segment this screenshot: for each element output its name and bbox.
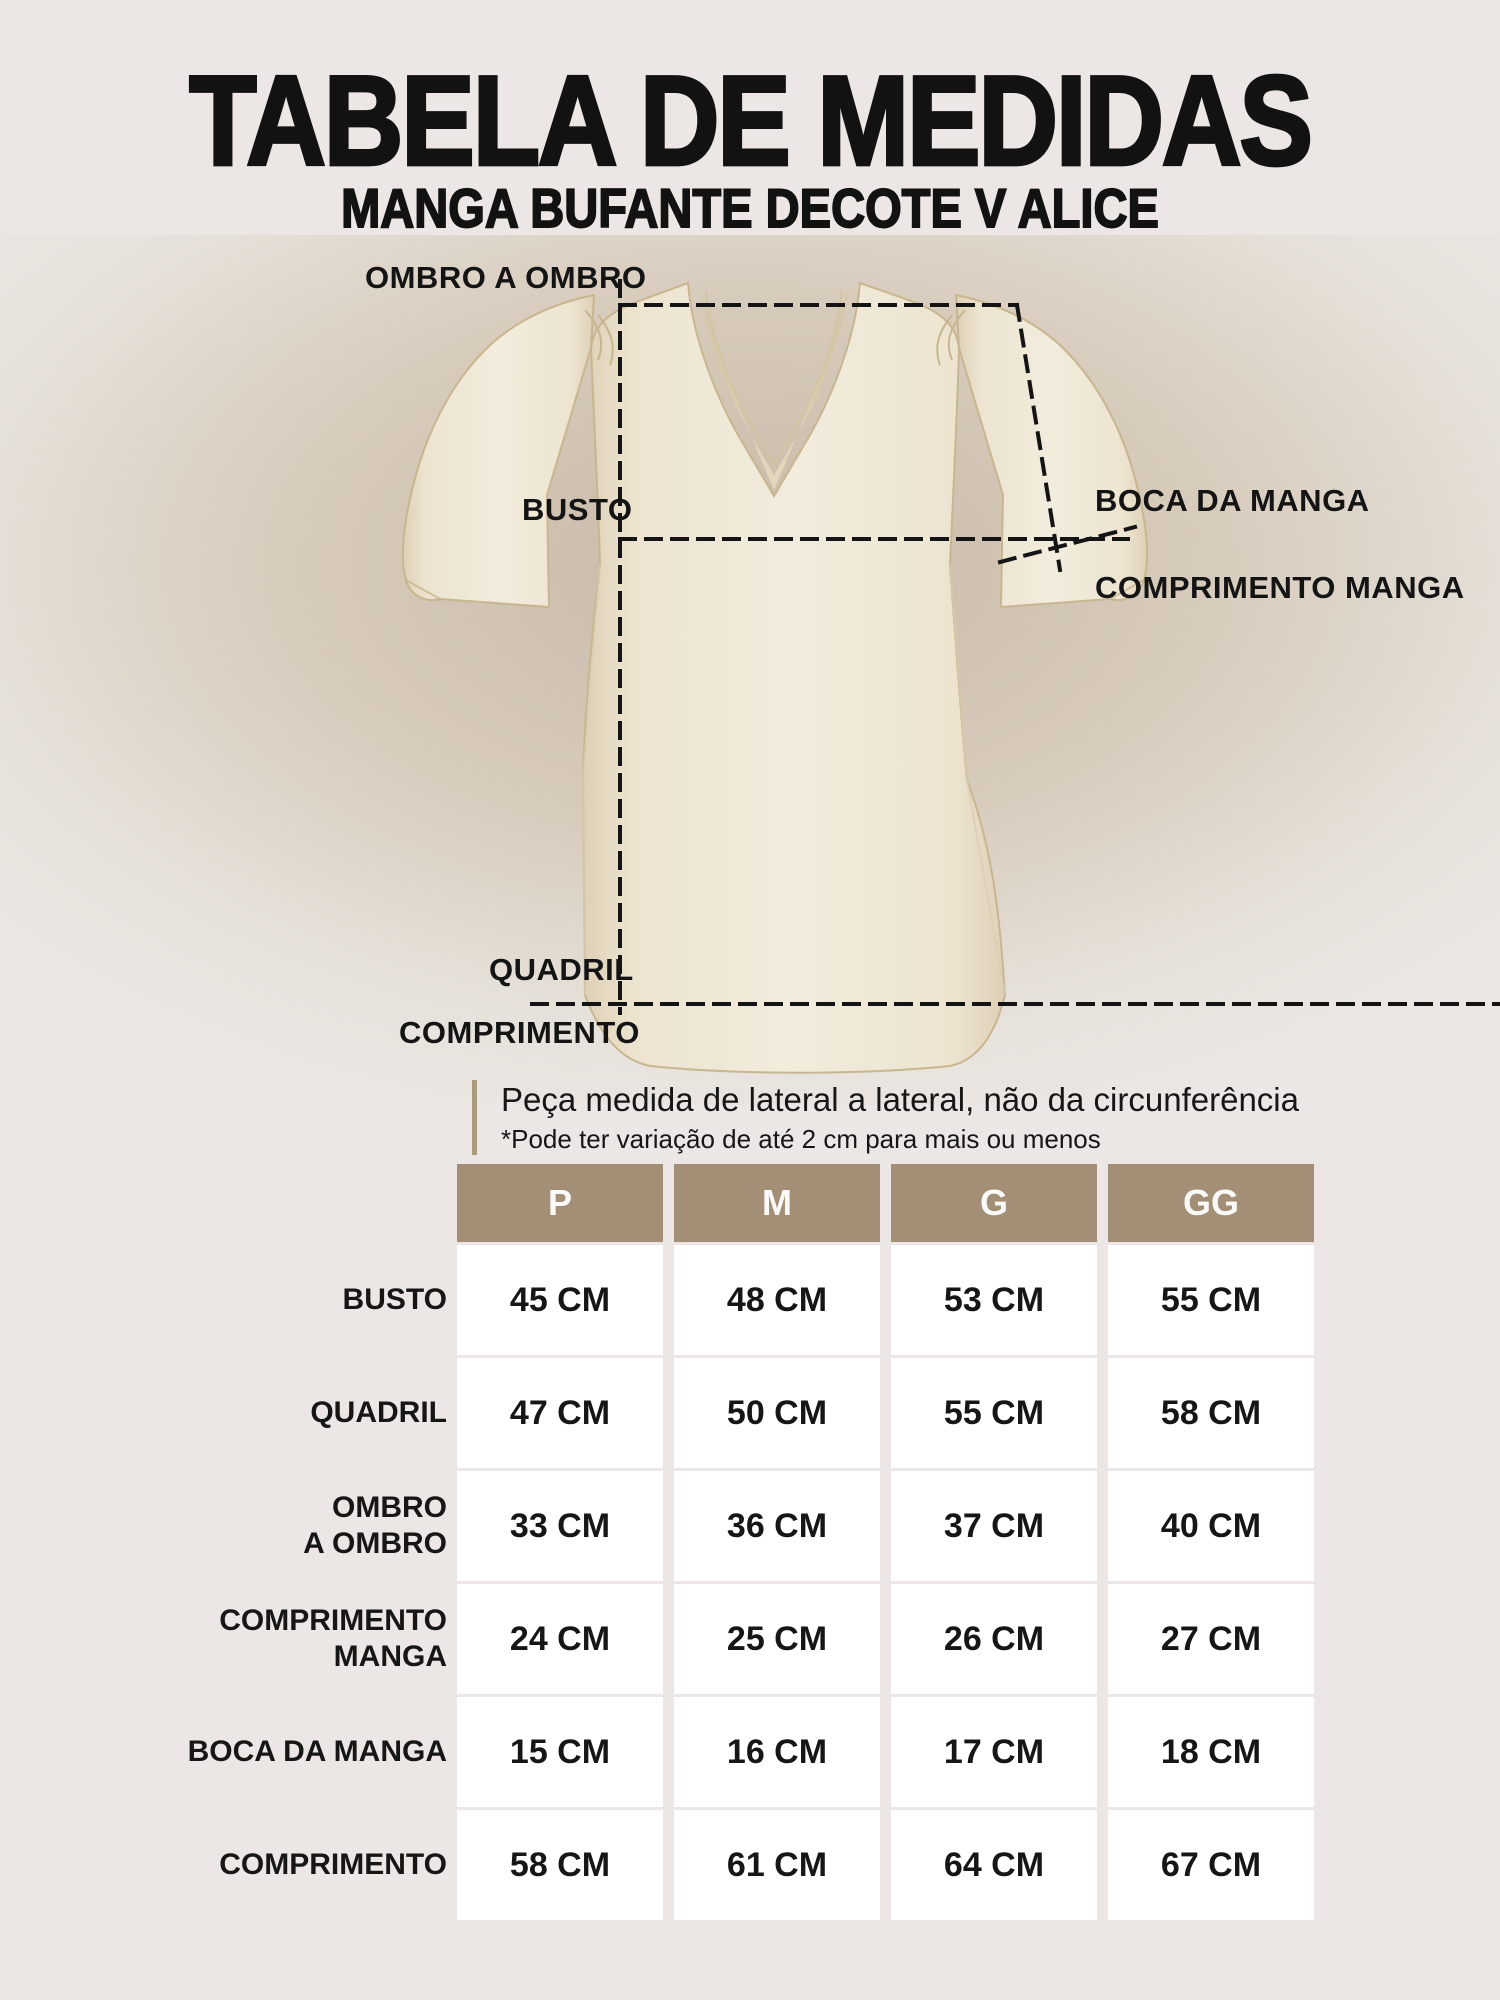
svg-text:COMPRIMENTO: COMPRIMENTO xyxy=(399,1015,640,1050)
svg-text:QUADRIL: QUADRIL xyxy=(489,952,634,987)
svg-text:OMBRO A OMBRO: OMBRO A OMBRO xyxy=(365,260,646,295)
svg-text:COMPRIMENTO MANGA: COMPRIMENTO MANGA xyxy=(1095,570,1465,605)
svg-text:BUSTO: BUSTO xyxy=(522,492,632,527)
svg-text:BOCA DA MANGA: BOCA DA MANGA xyxy=(1095,483,1370,518)
